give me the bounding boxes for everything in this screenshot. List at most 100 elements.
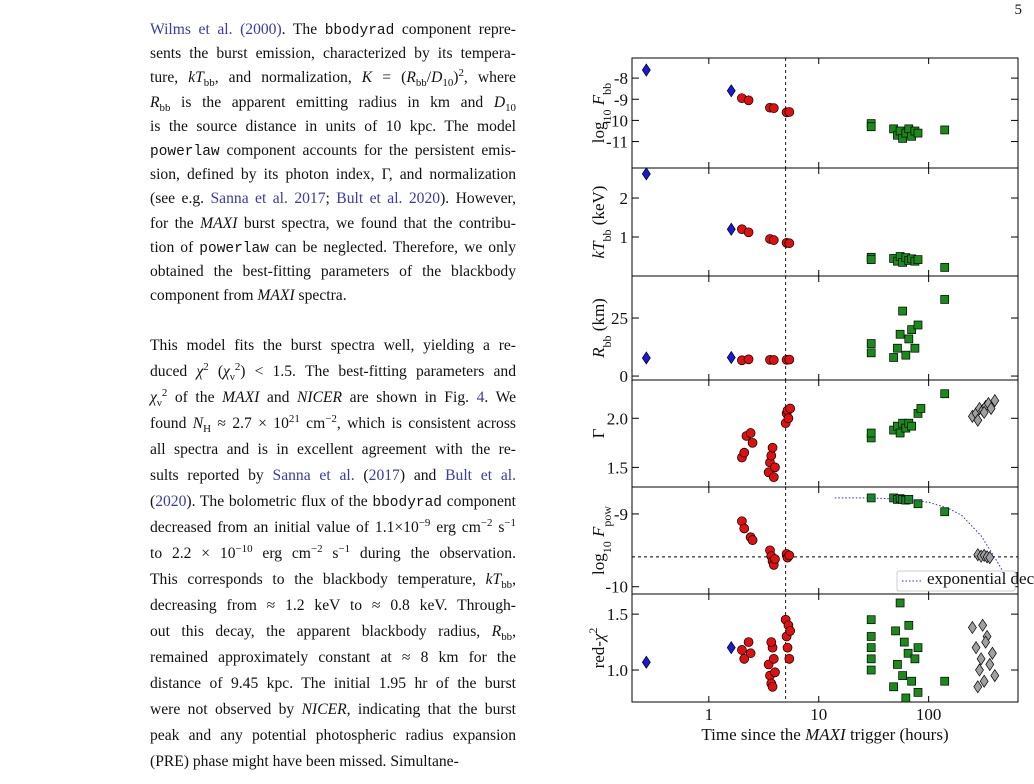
data-point	[726, 641, 736, 655]
text-line: peak and any potential photospheric radi…	[150, 727, 516, 745]
text-line: sents the burst emission, characterized …	[150, 45, 516, 63]
text-segment: ν	[156, 397, 162, 410]
text-segment: MAXI	[257, 287, 295, 305]
data-point	[770, 667, 780, 678]
text-segment: ;	[325, 190, 337, 208]
text-segment: bbodyrad	[324, 23, 395, 39]
label-segment: bb	[600, 83, 614, 95]
text-segment: (see e.g.	[150, 190, 211, 208]
panel-frame	[631, 379, 1019, 488]
text-segment: −2	[325, 412, 337, 425]
text-segment: χ	[223, 363, 230, 380]
text-segment: MAXI	[222, 389, 260, 406]
text-segment: obtained the best-fitting parameters of …	[150, 263, 516, 280]
data-point	[940, 676, 950, 686]
x-axis-label: Time since the MAXI trigger (hours)	[701, 725, 948, 744]
data-point	[990, 393, 1000, 408]
fit-line	[834, 497, 1015, 591]
text-segment: is the source distance in units of 10 kp…	[150, 117, 516, 135]
text-segment: and	[259, 389, 298, 406]
text-segment: Bult et al.	[445, 467, 516, 484]
data-point	[866, 643, 876, 653]
text-segment: powerlaw	[150, 144, 220, 160]
text-segment: bb	[203, 77, 215, 90]
text-segment: were not observed by	[150, 701, 302, 718]
text-line: found NH ≈ 2.7 × 1021 cm−2, which is con…	[150, 412, 516, 434]
data-point	[866, 122, 876, 132]
data-point	[768, 103, 779, 113]
data-point	[641, 351, 651, 365]
data-point	[940, 125, 950, 135]
text-segment: (	[150, 493, 156, 510]
text-segment: cm	[299, 415, 326, 432]
data-point	[726, 84, 736, 98]
data-point	[893, 343, 902, 353]
data-point	[910, 343, 920, 353]
text-segment: burst spectra, we found that the contrib…	[237, 214, 517, 232]
y-tick-label: 1.5	[607, 605, 628, 624]
y-tick-label: -11	[606, 133, 628, 152]
text-line: all spectra and is in excellent agreemen…	[150, 441, 516, 459]
text-segment: −1	[338, 542, 351, 555]
text-segment: of the	[167, 389, 223, 406]
data-point	[866, 339, 876, 348]
text-segment: s	[492, 519, 505, 536]
text-segment: R	[150, 93, 160, 111]
text-segment: (	[354, 467, 369, 484]
legend-label: exponential decay	[927, 569, 1034, 588]
text-segment: can be neglected. Therefore, we only	[268, 238, 517, 256]
data-point	[907, 325, 916, 334]
y-axis-label: Rbb (km)	[589, 298, 614, 359]
page-number: 5	[1014, 2, 1023, 18]
text-segment: sents the burst emission, characterized …	[150, 45, 516, 63]
text-segment: component from	[150, 287, 258, 305]
data-point	[770, 554, 780, 564]
text-segment: ) and	[399, 467, 446, 484]
label-segment: kT	[589, 240, 608, 259]
y-tick-label: 2	[620, 189, 629, 208]
text-segment: ν	[229, 371, 235, 384]
y-tick-label: 0	[620, 367, 629, 386]
data-point	[893, 660, 902, 669]
data-point	[979, 405, 989, 420]
data-point	[904, 334, 914, 344]
text-segment: 2	[203, 360, 209, 373]
data-point	[767, 442, 778, 453]
text-line: This model fits the burst spectra well, …	[150, 337, 516, 355]
text-line: were not observed by NICER, indicating t…	[150, 701, 516, 719]
label-segment: (km)	[589, 298, 608, 335]
text-segment: spectra.	[294, 287, 347, 305]
text-segment: R	[406, 69, 416, 87]
y-tick-label: 2.0	[607, 409, 628, 428]
text-line: remained approximately constant at ≈ 8 k…	[150, 649, 516, 667]
text-line: This corresponds to the blackbody temper…	[150, 571, 516, 592]
text-segment: K	[361, 69, 373, 87]
data-point	[784, 653, 795, 664]
text-segment: . The	[281, 21, 325, 38]
label-segment: Time since the	[701, 725, 805, 744]
text-segment: is the apparent emitting radius in km an…	[170, 93, 494, 111]
label-segment: log	[589, 553, 608, 575]
data-point	[940, 295, 950, 304]
text-segment: all spectra and is in excellent agreemen…	[150, 441, 516, 458]
text-segment: χ	[196, 363, 204, 380]
data-point	[913, 320, 923, 330]
label-segment: MAXI	[804, 725, 847, 744]
data-point	[641, 167, 651, 181]
text-segment: sion, defined by its photon index, Γ, an…	[150, 166, 516, 184]
text-segment: (	[208, 363, 224, 380]
data-point	[866, 255, 876, 264]
data-point	[916, 404, 926, 413]
text-line: for the MAXI burst spectra, we found tha…	[150, 215, 516, 233]
text-segment: )	[453, 69, 459, 87]
text-segment: bb	[501, 579, 513, 592]
data-point	[866, 615, 876, 625]
data-point	[745, 428, 756, 438]
y-tick-label: -9	[614, 505, 628, 524]
label-segment: bb	[600, 229, 614, 241]
text-segment: remained approximately constant at ≈ 8 k…	[150, 649, 516, 666]
text-segment: /	[426, 69, 432, 87]
data-point	[940, 263, 950, 272]
data-point	[901, 693, 911, 703]
